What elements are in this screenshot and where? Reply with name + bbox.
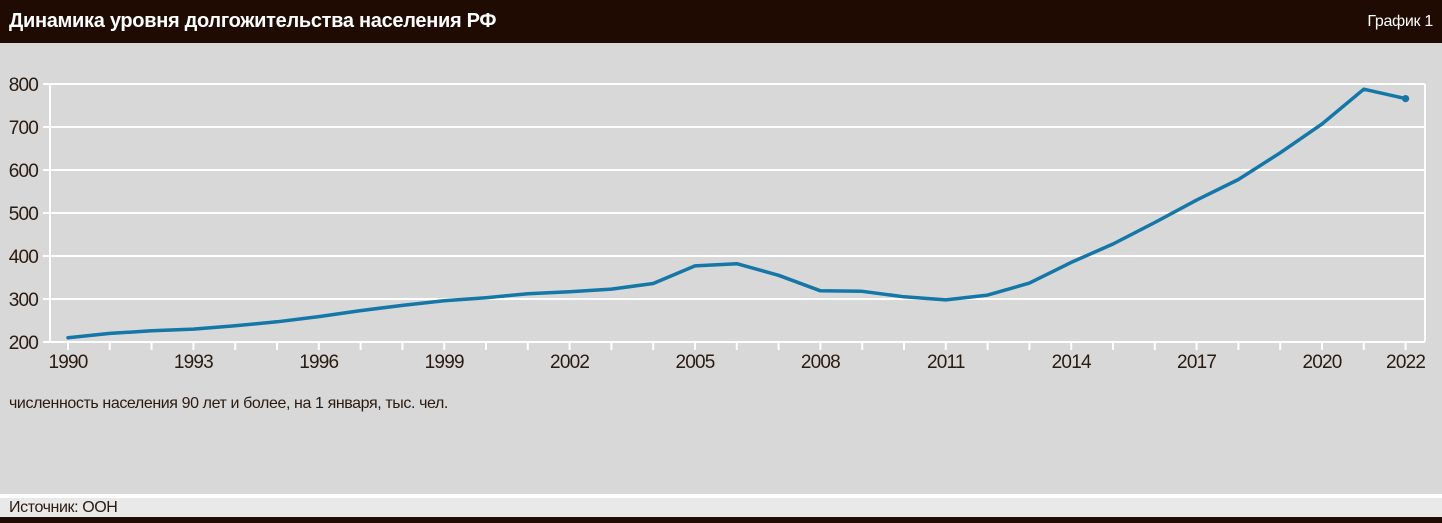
x-axis-tick-label: 2005 (675, 352, 714, 373)
x-axis-tick-label: 2022 (1386, 352, 1425, 373)
y-axis-tick-label: 200 (9, 333, 39, 354)
y-axis-tick-label: 800 (9, 75, 39, 96)
plot-area: 200 300 400 500 600 700 800 1990 1993 1996 1999 200… (0, 43, 1442, 494)
data-line-series (66, 87, 1408, 340)
x-axis-tick-label: 1996 (299, 352, 338, 373)
line-end-point-marker (1402, 95, 1410, 103)
chart-svg: 200 300 400 500 600 700 800 1990 1993 1996 1999 200… (9, 75, 1426, 373)
bottom-accent-bar (0, 517, 1442, 523)
y-axis-tick-label: 600 (9, 161, 39, 182)
x-axis-tick-label: 2008 (801, 352, 840, 373)
source-label: Источник: ООН (9, 498, 118, 516)
header-bar: Динамика уровня долгожительства населени… (0, 0, 1442, 43)
y-axis-tick-label: 400 (9, 247, 39, 268)
x-axis-tick-label: 2017 (1177, 352, 1216, 373)
x-axis-tick-label: 1993 (174, 352, 213, 373)
y-axis-tick-label: 700 (9, 118, 39, 139)
y-axis-tick-label: 300 (9, 290, 39, 311)
footer-separator (0, 494, 1442, 498)
chart-subtitle: численность населения 90 лет и более, на… (9, 395, 448, 412)
figure-number-label: График 1 (1367, 12, 1433, 30)
chart-title: Динамика уровня долгожительства населени… (9, 10, 497, 32)
footer-bar: Источник: ООН (0, 498, 1442, 517)
x-axis-tick-label: 2020 (1302, 352, 1341, 373)
y-axis-tick-label: 500 (9, 204, 39, 225)
x-axis-tick-label: 2014 (1052, 352, 1092, 373)
x-axis-tick-label: 1999 (425, 352, 464, 373)
x-axis-tick-label: 2011 (927, 352, 965, 373)
x-axis-tick-label: 1990 (48, 352, 87, 373)
x-axis-tick-label: 2002 (550, 352, 589, 373)
